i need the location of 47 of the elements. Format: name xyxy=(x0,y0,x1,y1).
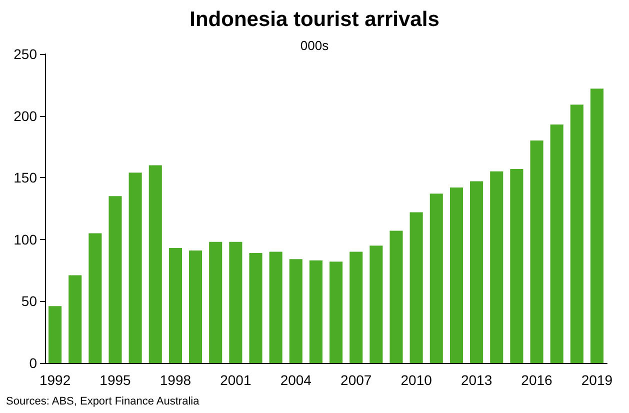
x-tick-label: 1995 xyxy=(100,372,132,388)
bar xyxy=(189,250,202,363)
y-tick-label: 100 xyxy=(14,231,38,248)
bar xyxy=(350,252,363,363)
bar xyxy=(490,171,504,363)
bar xyxy=(269,252,282,363)
bar xyxy=(530,140,544,363)
bar xyxy=(450,187,463,363)
bar xyxy=(48,306,62,363)
bar xyxy=(229,242,242,363)
y-tick-label: 0 xyxy=(29,355,38,371)
bar xyxy=(148,165,162,363)
bar xyxy=(570,104,584,363)
bar xyxy=(309,260,322,363)
bar xyxy=(289,259,302,363)
bar xyxy=(168,248,182,363)
x-tick-label: 2010 xyxy=(400,372,432,388)
chart-title: Indonesia tourist arrivals xyxy=(190,8,440,31)
x-tick-label: 1992 xyxy=(39,372,71,388)
x-tick-label: 2013 xyxy=(460,372,492,388)
bar xyxy=(108,196,122,363)
y-tick-label: 200 xyxy=(14,108,38,124)
bar xyxy=(510,168,524,363)
bar xyxy=(590,88,604,363)
x-tick-label: 2016 xyxy=(521,372,553,388)
y-tick-label: 250 xyxy=(14,46,38,62)
bar xyxy=(550,124,564,363)
x-tick-label: 2007 xyxy=(340,372,372,388)
chart-subtitle: 000s xyxy=(300,38,330,53)
bar xyxy=(330,262,343,363)
bar xyxy=(370,246,383,363)
bar xyxy=(430,194,443,363)
bar xyxy=(128,172,142,363)
source-note: Sources: ABS, Export Finance Australia xyxy=(6,396,200,408)
x-tick-label: 1998 xyxy=(160,372,192,388)
bar xyxy=(470,181,484,363)
x-tick-label: 2019 xyxy=(581,372,613,388)
x-tick-label: 2004 xyxy=(280,372,312,388)
bar xyxy=(88,233,102,363)
x-tick-label: 2001 xyxy=(220,372,252,388)
y-tick-label: 50 xyxy=(21,293,38,310)
bar xyxy=(410,212,423,363)
bar xyxy=(209,242,222,363)
bar xyxy=(68,275,82,363)
bar xyxy=(390,230,403,363)
bar xyxy=(249,252,262,363)
y-tick-label: 150 xyxy=(14,170,38,186)
